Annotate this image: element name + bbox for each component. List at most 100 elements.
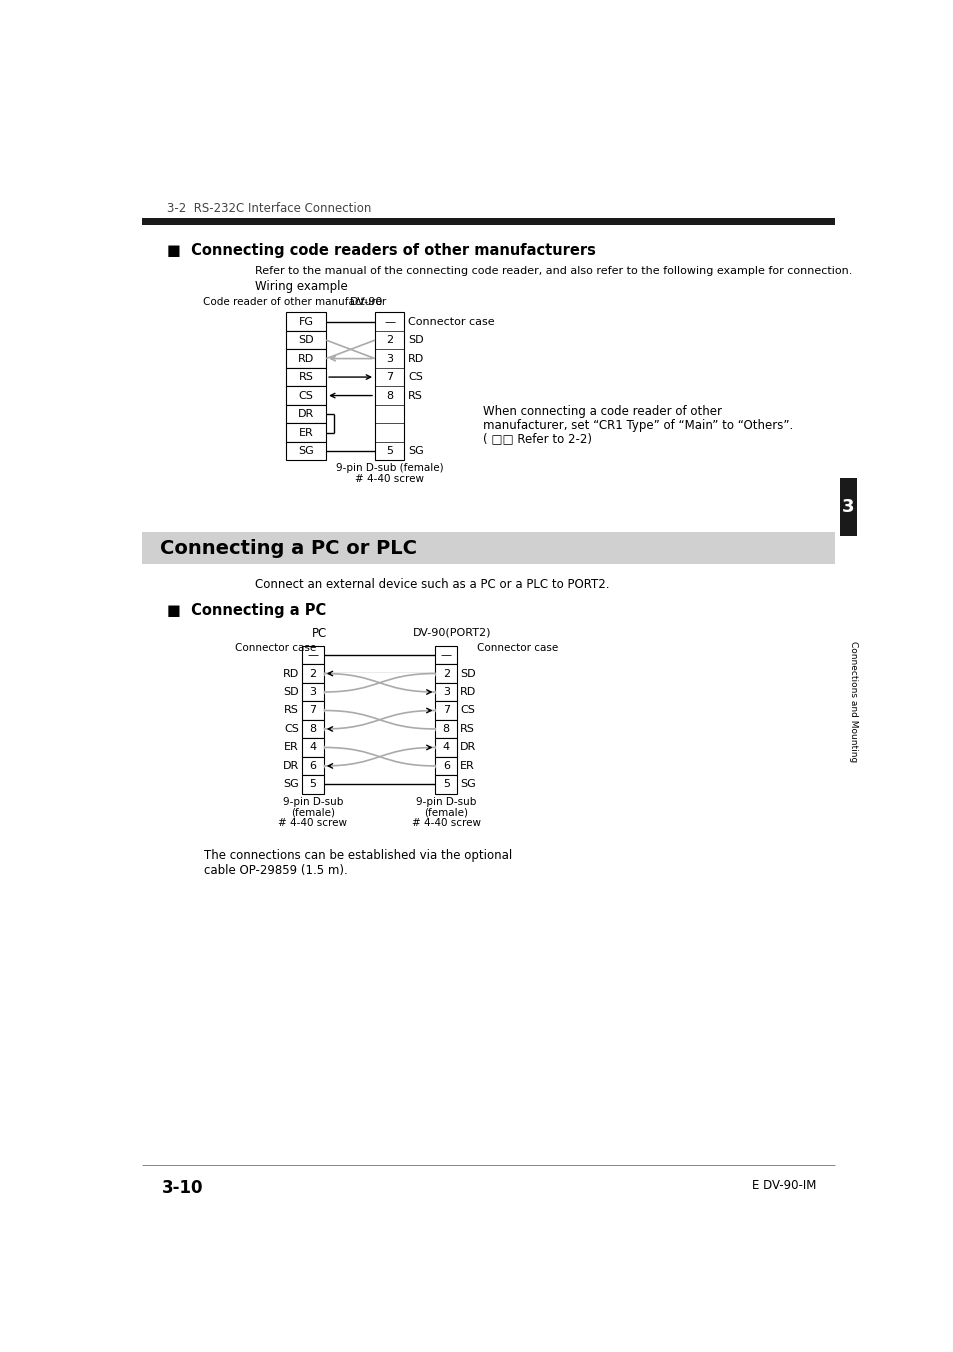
Text: cable OP-29859 (1.5 m).: cable OP-29859 (1.5 m). <box>204 864 348 877</box>
Bar <box>375 312 404 460</box>
Text: 3-2  RS-232C Interface Connection: 3-2 RS-232C Interface Connection <box>167 203 372 215</box>
Text: Connect an external device such as a PC or a PLC to PORT2.: Connect an external device such as a PC … <box>254 579 609 591</box>
Bar <box>302 738 323 757</box>
Text: ER: ER <box>284 742 298 753</box>
Text: 7: 7 <box>386 372 393 383</box>
Text: ■  Connecting a PC: ■ Connecting a PC <box>167 603 326 618</box>
Bar <box>302 646 323 664</box>
Text: # 4-40 screw: # 4-40 screw <box>278 818 347 827</box>
Bar <box>286 349 326 368</box>
Text: 8: 8 <box>386 391 393 400</box>
Text: —: — <box>440 650 452 660</box>
Bar <box>302 664 323 683</box>
Text: DR: DR <box>297 410 314 419</box>
Bar <box>435 702 456 719</box>
Bar <box>286 331 326 349</box>
Text: 3-10: 3-10 <box>162 1179 203 1197</box>
Text: SG: SG <box>283 779 298 790</box>
Text: manufacturer, set “CR1 Type” of “Main” to “Others”.: manufacturer, set “CR1 Type” of “Main” t… <box>483 419 793 431</box>
Text: 3: 3 <box>309 687 316 698</box>
Text: The connections can be established via the optional: The connections can be established via t… <box>204 849 512 863</box>
Text: RS: RS <box>284 706 298 715</box>
Text: When connecting a code reader of other: When connecting a code reader of other <box>483 404 721 418</box>
Text: SD: SD <box>298 335 314 345</box>
Text: 5: 5 <box>309 779 316 790</box>
Text: DV-90(PORT2): DV-90(PORT2) <box>413 627 491 637</box>
Text: 7: 7 <box>442 706 450 715</box>
Text: 2: 2 <box>442 668 450 679</box>
Bar <box>302 757 323 775</box>
Text: SG: SG <box>408 446 424 456</box>
Text: RD: RD <box>408 354 424 364</box>
Text: Connector case: Connector case <box>235 642 316 653</box>
Text: ( □□ Refer to 2-2): ( □□ Refer to 2-2) <box>483 433 592 446</box>
Bar <box>286 312 326 331</box>
Text: RD: RD <box>297 354 314 364</box>
Text: (female): (female) <box>424 807 468 818</box>
Text: 3: 3 <box>442 687 449 698</box>
Text: RS: RS <box>298 372 314 383</box>
Text: Refer to the manual of the connecting code reader, and also refer to the followi: Refer to the manual of the connecting co… <box>254 266 851 276</box>
Bar <box>840 479 856 535</box>
Text: Connections and Mounting: Connections and Mounting <box>848 641 858 763</box>
Text: 7: 7 <box>309 706 316 715</box>
Text: 5: 5 <box>386 446 393 456</box>
Bar <box>302 683 323 702</box>
Text: 3: 3 <box>841 498 854 516</box>
Bar <box>286 404 326 423</box>
Text: Connector case: Connector case <box>408 316 495 327</box>
Text: DV-90: DV-90 <box>350 297 383 307</box>
Text: FG: FG <box>298 316 314 327</box>
Text: RD: RD <box>282 668 298 679</box>
Text: ■  Connecting code readers of other manufacturers: ■ Connecting code readers of other manuf… <box>167 243 596 258</box>
Text: CS: CS <box>408 372 423 383</box>
Text: SG: SG <box>459 779 476 790</box>
Text: Wiring example: Wiring example <box>254 280 347 293</box>
Text: SG: SG <box>298 446 314 456</box>
Text: 8: 8 <box>442 723 450 734</box>
Text: RD: RD <box>459 687 476 698</box>
Text: # 4-40 screw: # 4-40 screw <box>412 818 480 827</box>
Text: 9-pin D-sub (female): 9-pin D-sub (female) <box>335 464 443 473</box>
Text: 8: 8 <box>309 723 316 734</box>
Text: 9-pin D-sub: 9-pin D-sub <box>282 798 343 807</box>
Text: RS: RS <box>459 723 475 734</box>
Text: 6: 6 <box>309 761 316 771</box>
Text: Connector case: Connector case <box>476 642 558 653</box>
Text: Connecting a PC or PLC: Connecting a PC or PLC <box>159 538 416 557</box>
Bar <box>302 719 323 738</box>
Bar <box>302 702 323 719</box>
Text: E DV-90-IM: E DV-90-IM <box>751 1179 815 1191</box>
Bar <box>142 531 835 564</box>
Text: (female): (female) <box>291 807 335 818</box>
Text: 6: 6 <box>442 761 449 771</box>
Text: 5: 5 <box>442 779 449 790</box>
Text: SD: SD <box>408 335 423 345</box>
Bar <box>435 719 456 738</box>
Bar <box>435 757 456 775</box>
Bar <box>142 218 835 224</box>
Bar <box>435 664 456 683</box>
Text: CS: CS <box>298 391 314 400</box>
Bar <box>435 646 456 664</box>
Bar <box>302 775 323 794</box>
Text: Code reader of other manufacturer: Code reader of other manufacturer <box>203 297 386 307</box>
Text: 4: 4 <box>309 742 316 753</box>
Bar <box>286 387 326 404</box>
Text: CS: CS <box>284 723 298 734</box>
Bar <box>286 442 326 460</box>
Bar <box>286 423 326 442</box>
Text: SD: SD <box>459 668 476 679</box>
Text: 3: 3 <box>386 354 393 364</box>
Text: 2: 2 <box>386 335 393 345</box>
Text: DR: DR <box>282 761 298 771</box>
Bar <box>435 738 456 757</box>
Text: —: — <box>307 650 318 660</box>
Text: DR: DR <box>459 742 476 753</box>
Text: 2: 2 <box>309 668 316 679</box>
Text: PC: PC <box>312 627 327 641</box>
Text: ER: ER <box>459 761 475 771</box>
Bar <box>435 683 456 702</box>
Text: —: — <box>384 316 395 327</box>
Text: 4: 4 <box>442 742 450 753</box>
